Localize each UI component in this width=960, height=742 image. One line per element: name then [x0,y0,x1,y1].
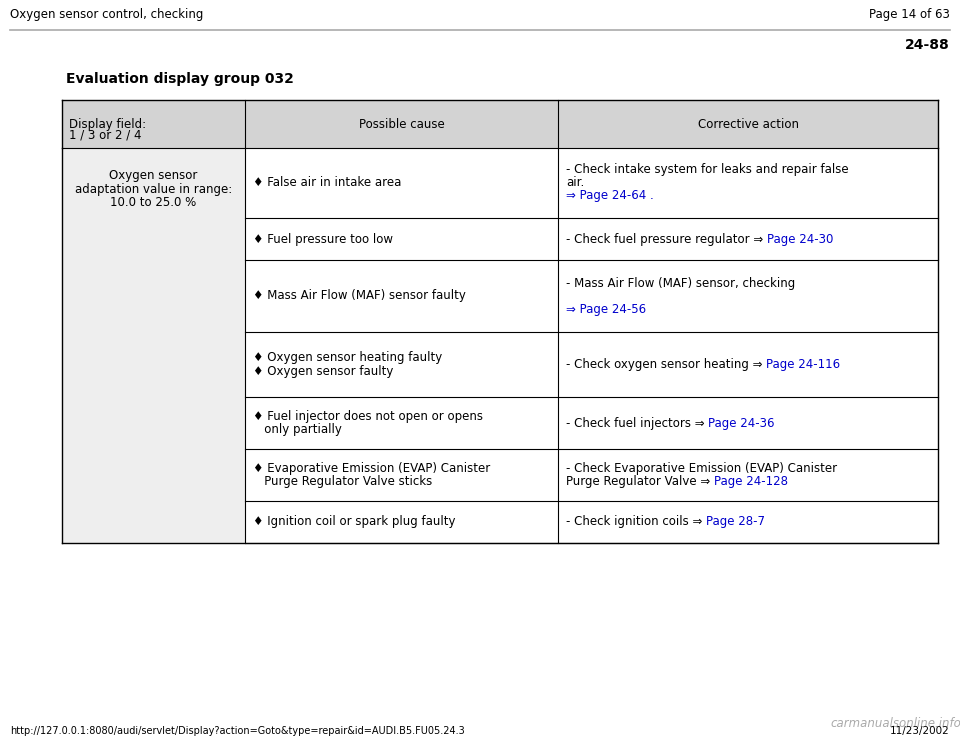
Text: http://127.0.0.1:8080/audi/servlet/Display?action=Goto&type=repair&id=AUDI.B5.FU: http://127.0.0.1:8080/audi/servlet/Displ… [10,726,465,736]
Text: - Check intake system for leaks and repair false: - Check intake system for leaks and repa… [566,163,849,177]
Text: Page 24-36: Page 24-36 [708,416,775,430]
Text: ♦ Fuel pressure too low: ♦ Fuel pressure too low [253,232,393,246]
Text: Purge Regulator Valve sticks: Purge Regulator Valve sticks [253,475,432,488]
Text: Oxygen sensor control, checking: Oxygen sensor control, checking [10,8,204,21]
Text: ⇒ Page 24-64 .: ⇒ Page 24-64 . [566,189,654,203]
Text: Page 28-7: Page 28-7 [707,516,765,528]
Text: 10.0 to 25.0 %: 10.0 to 25.0 % [110,195,197,209]
Text: ⇒ Page 24-56: ⇒ Page 24-56 [566,303,646,315]
Text: Page 14 of 63: Page 14 of 63 [869,8,950,21]
Text: - Check ignition coils ⇒: - Check ignition coils ⇒ [566,516,707,528]
Text: Page 24-116: Page 24-116 [766,358,840,371]
Text: only partially: only partially [253,423,342,436]
Text: 1 / 3 or 2 / 4: 1 / 3 or 2 / 4 [69,129,141,142]
Text: - Check fuel injectors ⇒: - Check fuel injectors ⇒ [566,416,708,430]
Text: Oxygen sensor: Oxygen sensor [109,169,198,183]
Text: Purge Regulator Valve ⇒: Purge Regulator Valve ⇒ [566,475,714,488]
Text: Evaluation display group 032: Evaluation display group 032 [66,72,294,86]
Bar [62,100,938,148]
Text: - Check fuel pressure regulator ⇒: - Check fuel pressure regulator ⇒ [566,232,767,246]
Text: - Check Evaporative Emission (EVAP) Canister: - Check Evaporative Emission (EVAP) Cani… [566,462,837,475]
Text: carmanualsonline.info: carmanualsonline.info [830,717,960,730]
Text: ♦ Oxygen sensor faulty: ♦ Oxygen sensor faulty [253,364,394,378]
Text: ♦ Evaporative Emission (EVAP) Canister: ♦ Evaporative Emission (EVAP) Canister [253,462,491,475]
Text: ♦ Ignition coil or spark plug faulty: ♦ Ignition coil or spark plug faulty [253,516,455,528]
Text: Page 24-30: Page 24-30 [767,232,833,246]
Text: 24-88: 24-88 [905,38,950,52]
Text: Corrective action: Corrective action [698,117,799,131]
Text: Display field:: Display field: [69,118,146,131]
Text: ♦ False air in intake area: ♦ False air in intake area [253,177,401,189]
Text: air.: air. [566,177,585,189]
Text: - Check oxygen sensor heating ⇒: - Check oxygen sensor heating ⇒ [566,358,766,371]
Bar [62,148,245,543]
Text: ♦ Oxygen sensor heating faulty: ♦ Oxygen sensor heating faulty [253,352,443,364]
Text: - Mass Air Flow (MAF) sensor, checking: - Mass Air Flow (MAF) sensor, checking [566,277,795,289]
Text: ♦ Fuel injector does not open or opens: ♦ Fuel injector does not open or opens [253,410,483,423]
Text: adaptation value in range:: adaptation value in range: [75,183,232,195]
Text: Possible cause: Possible cause [359,117,444,131]
Text: 11/23/2002: 11/23/2002 [890,726,950,736]
Text: ♦ Mass Air Flow (MAF) sensor faulty: ♦ Mass Air Flow (MAF) sensor faulty [253,289,466,303]
Text: Page 24-128: Page 24-128 [714,475,788,488]
